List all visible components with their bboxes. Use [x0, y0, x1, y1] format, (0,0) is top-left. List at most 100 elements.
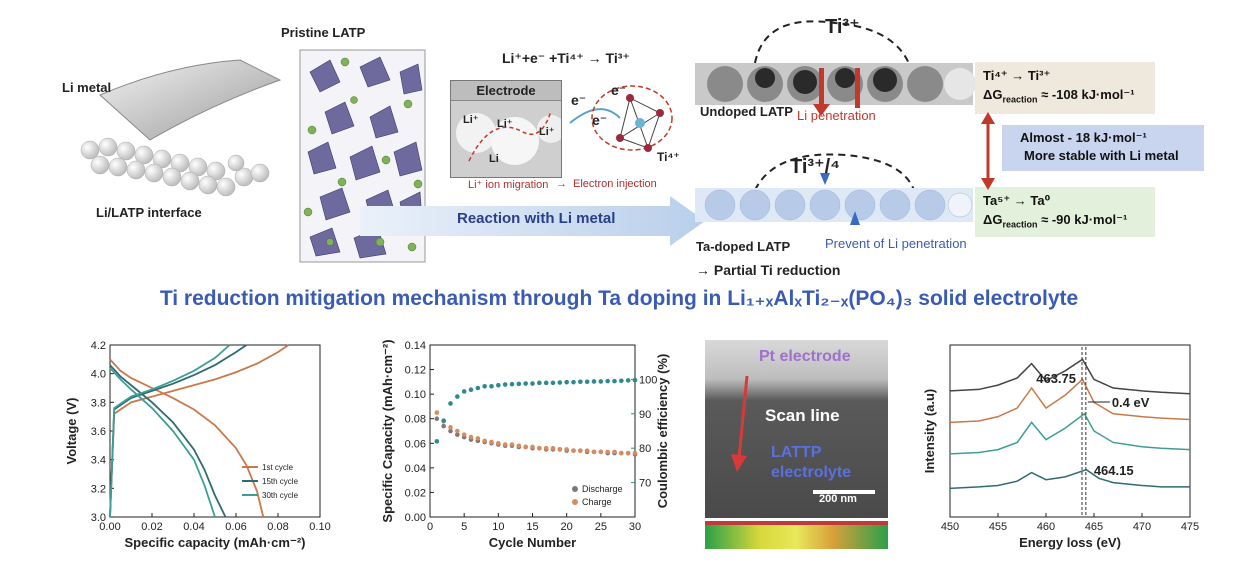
- y2-tick-label: 100: [639, 374, 657, 386]
- data-point-charge: [557, 447, 563, 452]
- data-point-charge: [605, 449, 610, 455]
- y-axis-title: Specific Capacity (mAh·cm⁻²): [380, 339, 395, 522]
- ti-cluster-illustration: [569, 85, 673, 152]
- li-metal-label: Li metal: [62, 80, 112, 95]
- data-point-coulombic: [578, 379, 583, 385]
- stability-box: Almost - 18 kJ·mol⁻¹ More stable with Li…: [1002, 125, 1204, 171]
- data-point-charge: [571, 448, 576, 453]
- x-tick-label: 0.02: [141, 521, 162, 533]
- spectrum-line: [949, 378, 1191, 424]
- data-point-coulombic: [448, 401, 453, 406]
- li-migration-label: Li⁺ ion migration: [468, 179, 549, 191]
- y2-tick-label: 70: [639, 478, 651, 490]
- y-tick-label: 0.00: [405, 512, 426, 524]
- data-point-charge: [475, 436, 481, 441]
- data-point-coulombic: [557, 380, 563, 385]
- box2-sub: reaction: [1002, 219, 1038, 230]
- stable-line1: Almost - 18 kJ·mol⁻¹: [1020, 130, 1147, 145]
- data-point-coulombic: [550, 380, 556, 386]
- data-point-discharge: [441, 423, 446, 429]
- y-tick-label: 4.2: [91, 340, 106, 352]
- y-tick-label: 0.06: [405, 438, 426, 450]
- data-point-charge: [578, 448, 583, 453]
- y-tick-label: 0.14: [405, 340, 426, 352]
- x-tick-label: 10: [492, 521, 504, 533]
- data-point-charge: [502, 442, 508, 447]
- ti3-label: Ti³⁺: [825, 16, 860, 38]
- electrode-particles: [456, 110, 565, 165]
- box1-dg: ΔG: [983, 87, 1003, 102]
- y2-tick-label: 90: [639, 409, 651, 421]
- x-tick-label: 460: [1037, 521, 1055, 533]
- x-tick-label: 20: [561, 521, 573, 533]
- li-plus-label-3: Li⁺: [539, 126, 555, 138]
- y-tick-label: 3.4: [91, 455, 106, 467]
- series-line-30th-cycle: [109, 344, 231, 518]
- data-point-charge: [516, 443, 522, 449]
- pt-electrode-label: Pt electrode: [759, 348, 851, 365]
- data-point-charge: [468, 434, 474, 440]
- series-line-15th-cycle: [109, 344, 248, 518]
- y-tick-label: 0.08: [405, 414, 426, 426]
- y-tick-label: 0.10: [405, 389, 426, 401]
- x-tick-label: 0.08: [267, 521, 288, 533]
- data-point-charge: [625, 450, 631, 456]
- energy-box-doped: Ta⁵⁺ → Ta⁰ ΔGreaction ≈ -90 kJ·mol⁻¹: [975, 187, 1155, 237]
- lattp-label: LATTP: [771, 444, 822, 461]
- data-point-coulombic: [502, 382, 508, 387]
- interface-label: Li/LATP interface: [96, 205, 202, 220]
- ta-doped-label: Ta-doped LATP: [696, 239, 791, 254]
- data-point-coulombic: [632, 377, 638, 383]
- migration-arrow: →: [556, 178, 567, 190]
- voltage-capacity-chart: 0.00 0.02 0.04 0.06 0.08 0.10 3.0 3.2 3.4 3.6 3.8 4…: [64, 340, 331, 550]
- undoped-slab: [695, 20, 975, 116]
- data-point-coulombic: [598, 379, 604, 384]
- electrode-label: Electrode: [451, 81, 561, 101]
- prevent-label: Prevent of Li penetration: [825, 236, 967, 251]
- stable-line2: More stable with Li metal: [1024, 148, 1179, 163]
- eels-chart: 450 455 460 465 470 475 Energy loss (eV) Intens…: [922, 344, 1199, 550]
- data-point-coulombic: [496, 382, 501, 388]
- scan-arrow: [731, 375, 749, 472]
- data-point-coulombic: [523, 381, 528, 386]
- legend-swatch: [572, 499, 578, 505]
- legend-label: Discharge: [582, 484, 623, 494]
- data-point-charge: [496, 440, 501, 446]
- tem-image: Pt electrode Scan line LATTP electrolyte…: [705, 340, 888, 518]
- x-tick-label: 15: [526, 521, 538, 533]
- x-axis-title: Energy loss (eV): [1019, 535, 1121, 550]
- data-point-coulombic: [434, 439, 440, 444]
- data-point-charge: [509, 442, 515, 447]
- data-point-coulombic: [530, 381, 535, 386]
- x-tick-label: 0.10: [309, 521, 330, 533]
- data-point-charge: [482, 438, 487, 444]
- electron-label-2: e⁻: [611, 82, 627, 98]
- legend-label: Charge: [582, 497, 612, 507]
- data-point-discharge: [434, 416, 440, 422]
- data-point-coulombic: [441, 418, 446, 423]
- x-tick-label: 30: [629, 521, 641, 533]
- pristine-latp-label: Pristine LATP: [281, 25, 366, 40]
- spectrum-line: [949, 412, 1191, 455]
- x-tick-label: 0.06: [225, 521, 246, 533]
- data-point-coulombic: [625, 378, 631, 383]
- data-point-charge: [584, 448, 590, 453]
- y-tick-label: 0.04: [405, 463, 426, 475]
- data-point-charge: [543, 445, 549, 451]
- data-point-coulombic: [509, 381, 515, 387]
- li-label: Li: [489, 153, 499, 165]
- series-line-1st-cycle: [109, 358, 265, 518]
- data-point-coulombic: [461, 389, 467, 394]
- spectrum-line: [949, 358, 1191, 395]
- y-tick-label: 0.02: [405, 487, 426, 499]
- scan-line-label: Scan line: [765, 406, 840, 425]
- data-point-coulombic: [455, 394, 460, 399]
- scale-bar: [813, 490, 875, 494]
- x-tick-label: 25: [595, 521, 607, 533]
- x-tick-label: 0.00: [99, 521, 120, 533]
- data-point-charge: [537, 445, 542, 451]
- data-point-discharge: [455, 432, 460, 437]
- energy-box-undoped: Ti⁴⁺ → Ti³⁺ ΔGreaction ≈ -108 kJ·mol⁻¹: [975, 62, 1155, 114]
- x-axis-title: Cycle Number: [489, 535, 576, 550]
- data-point-charge: [591, 449, 597, 455]
